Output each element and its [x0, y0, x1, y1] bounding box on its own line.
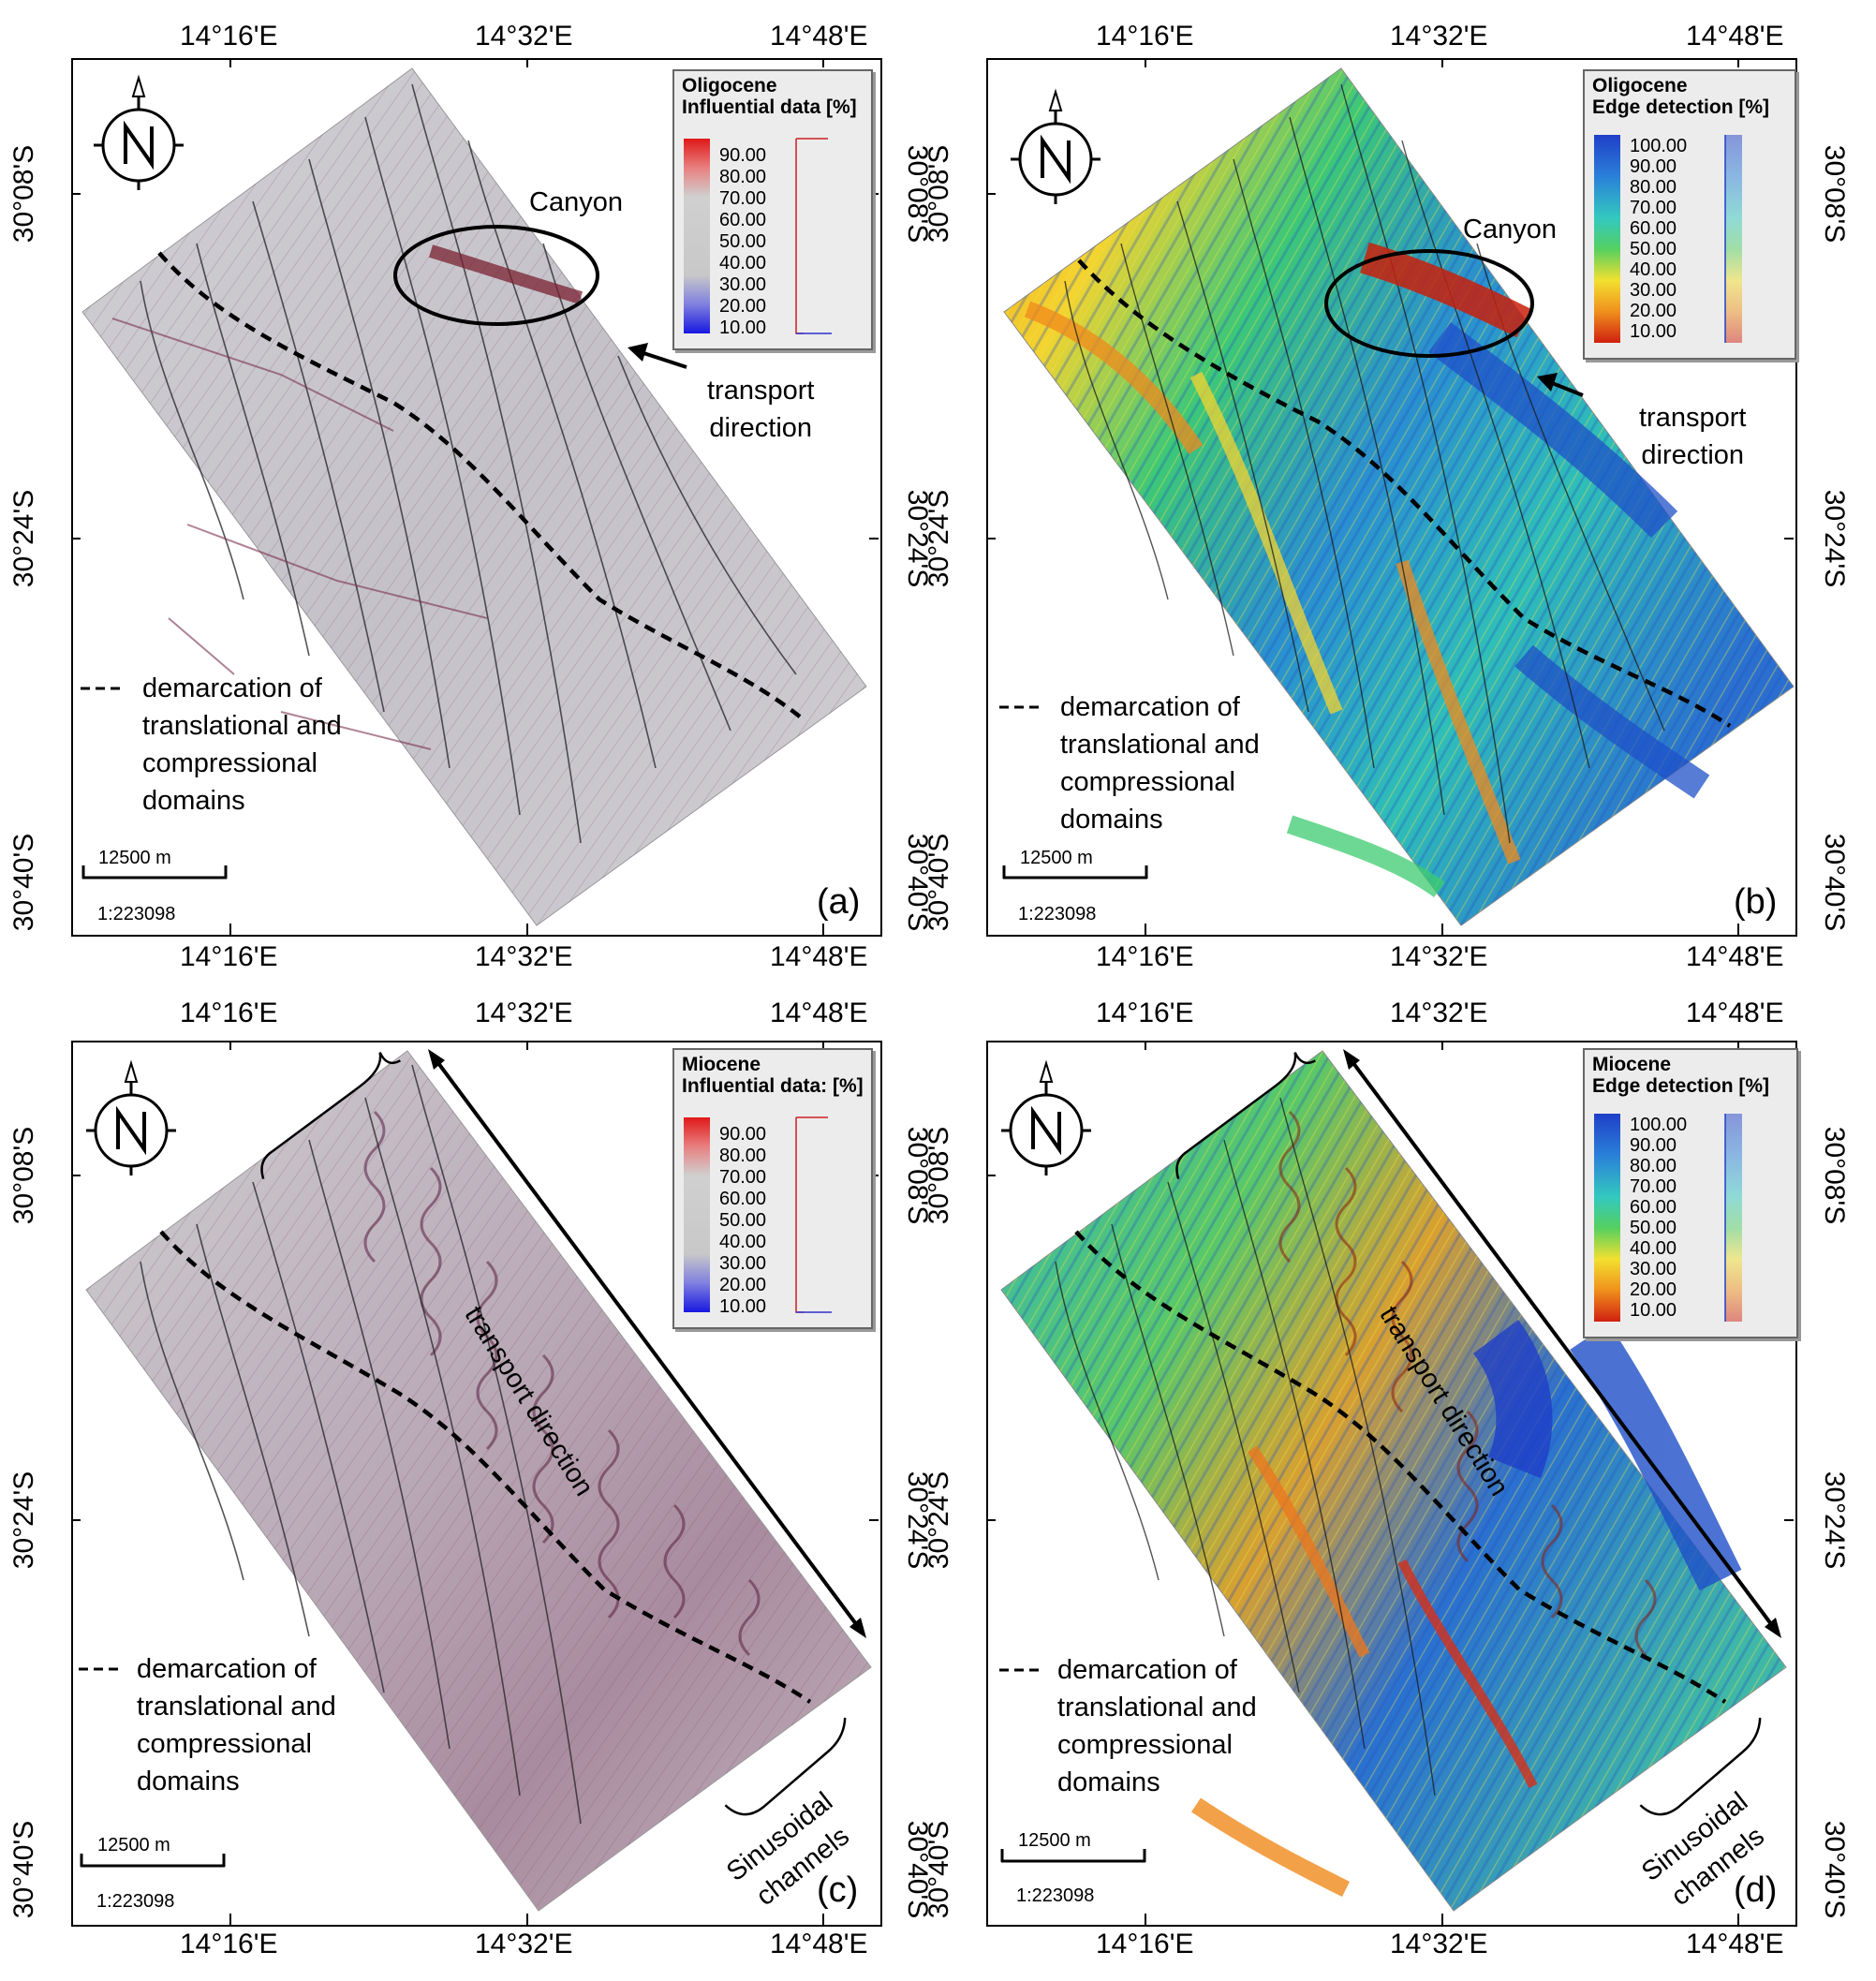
- panel-c: 14°16'E 14°32'E 14°48'E: [0, 981, 937, 1981]
- scale-ratio: 1:223098: [96, 1891, 175, 1912]
- canyon-label: Canyon: [1463, 214, 1557, 244]
- canyon-ellipse: [1324, 249, 1534, 358]
- demarcation-label: demarcation of: [1060, 692, 1240, 722]
- lon-tick-label-bottom: 14°48'E: [770, 941, 868, 972]
- canyon-ellipse: [393, 225, 599, 326]
- lon-tick-label-top: 14°16'E: [1096, 998, 1194, 1028]
- legend-title: Oligocene Edge detection [%]: [1592, 75, 1770, 118]
- panel-a: 14°16'E 14°32'E 14°48'E: [0, 0, 937, 983]
- lon-tick-label-top: 14°32'E: [475, 21, 573, 52]
- scale-bar-label: 12500 m: [1018, 1830, 1091, 1851]
- lat-tick-label-left: 30°40'S: [8, 833, 40, 932]
- lat-tick-label-left: 30°24'S: [8, 1471, 40, 1570]
- demarcation-label: demarcation of: [137, 1654, 317, 1684]
- legend-title: Miocene Edge detection [%]: [1592, 1054, 1770, 1097]
- bracket: [260, 1052, 401, 1180]
- scale-bar-label: 12500 m: [97, 1835, 170, 1855]
- lat-tick-label-left: 30°08'S: [923, 144, 955, 244]
- lon-tick-label-bottom: 14°48'E: [1686, 1929, 1784, 1959]
- legend: Oligocene Edge detection [%] 100.00 90.00…: [1583, 69, 1796, 360]
- lat-tick-label-right: 30°40'S: [1819, 1820, 1851, 1919]
- lon-tick-label-bottom: 14°32'E: [1390, 941, 1488, 972]
- demarcation-label: translational and compressional domains: [1060, 730, 1260, 835]
- north-arrow-icon: [94, 74, 184, 190]
- panel-letter: (c): [817, 1870, 859, 1910]
- scale-bar-label: 12500 m: [1020, 848, 1093, 868]
- demarcation-label: demarcation of: [1057, 1655, 1237, 1685]
- lat-tick-label-left: 30°40'S: [923, 833, 955, 932]
- lon-tick-label-bottom: 14°48'E: [770, 1929, 868, 1959]
- demarcation-line: [1077, 259, 1732, 728]
- lon-tick-label-top: 14°32'E: [1390, 998, 1488, 1028]
- scale-ratio: 1:223098: [97, 904, 176, 924]
- lat-tick-label-left: 30°08'S: [923, 1126, 955, 1225]
- demarcation-label: demarcation of: [142, 673, 322, 703]
- panel-letter: (a): [817, 882, 861, 922]
- lon-tick-label-top: 14°16'E: [180, 21, 278, 52]
- lon-tick-label-top: 14°48'E: [770, 21, 868, 52]
- panel-letter: (d): [1734, 1870, 1778, 1910]
- lon-tick-label-bottom: 14°16'E: [180, 941, 278, 972]
- lon-tick-label-bottom: 14°32'E: [475, 941, 573, 972]
- lon-tick-label-top: 14°48'E: [1686, 998, 1784, 1028]
- legend: Miocene Edge detection [%] 100.00 90.00 8…: [1583, 1048, 1798, 1338]
- legend: Oligocene Influential data [%] 90.00 80.0…: [672, 69, 873, 350]
- lon-tick-label-top: 14°32'E: [1390, 21, 1488, 52]
- lat-tick-label-left: 30°40'S: [923, 1820, 955, 1919]
- panel-b: 14°16'E 14°32'E 14°48'E: [915, 0, 1876, 983]
- lon-tick-label-bottom: 14°48'E: [1686, 941, 1784, 972]
- scale-ratio: 1:223098: [1018, 904, 1097, 924]
- lat-tick-label-right: 30°08'S: [1819, 1126, 1851, 1225]
- panel-letter: (b): [1734, 882, 1778, 922]
- demarcation-label: translational and compressional domains: [142, 711, 342, 816]
- lat-tick-label-left: 30°08'S: [8, 144, 40, 244]
- scale-ratio: 1:223098: [1016, 1885, 1095, 1906]
- transport-direction-arrow: [1346, 1054, 1779, 1634]
- lat-tick-label-left: 30°24'S: [8, 489, 40, 588]
- lat-tick-label-right: 30°24'S: [1819, 489, 1851, 588]
- bracket: [724, 1717, 847, 1816]
- lon-tick-label-top: 14°16'E: [1096, 21, 1194, 52]
- lon-tick-label-top: 14°32'E: [475, 998, 573, 1028]
- north-arrow-icon: [1001, 1059, 1091, 1175]
- lon-tick-label-bottom: 14°32'E: [1390, 1929, 1488, 1959]
- scale-bar-label: 12500 m: [98, 848, 171, 868]
- lat-tick-label-left: 30°24'S: [923, 489, 955, 588]
- canyon-label: Canyon: [529, 187, 623, 217]
- demarcation-label: translational and compressional domains: [1057, 1693, 1257, 1797]
- demarcation-label: translational and compressional domains: [137, 1692, 336, 1796]
- lat-tick-label-left: 30°40'S: [8, 1820, 40, 1919]
- lat-tick-label-right: 30°24'S: [1819, 1471, 1851, 1570]
- lon-tick-label-top: 14°48'E: [1686, 21, 1784, 52]
- north-arrow-icon: [86, 1059, 176, 1175]
- lon-tick-label-bottom: 14°16'E: [1096, 941, 1194, 972]
- lon-tick-label-bottom: 14°16'E: [1096, 1929, 1194, 1959]
- panel-d: 14°16'E 14°32'E 14°48'E: [915, 981, 1876, 1981]
- lon-tick-label-top: 14°48'E: [770, 998, 868, 1028]
- lon-tick-label-bottom: 14°16'E: [180, 1929, 278, 1959]
- lat-tick-label-left: 30°08'S: [8, 1126, 40, 1225]
- north-arrow-icon: [1011, 88, 1100, 204]
- transport-direction-arrow: [431, 1054, 864, 1634]
- lon-tick-label-top: 14°16'E: [180, 998, 278, 1028]
- bracket: [1639, 1717, 1762, 1816]
- lon-tick-label-bottom: 14°32'E: [475, 1929, 573, 1959]
- legend-title: Oligocene Influential data [%]: [682, 75, 857, 118]
- lat-tick-label-left: 30°24'S: [923, 1471, 955, 1570]
- legend: Miocene Influential data: [%] 90.00 80.00…: [672, 1048, 873, 1329]
- lat-tick-label-right: 30°08'S: [1819, 144, 1851, 244]
- lat-tick-label-right: 30°40'S: [1819, 833, 1851, 932]
- bracket: [1175, 1052, 1316, 1180]
- legend-title: Miocene Influential data: [%]: [682, 1054, 864, 1097]
- transport-direction-label: transport direction: [707, 376, 815, 443]
- transport-direction-label: transport direction: [1639, 403, 1747, 470]
